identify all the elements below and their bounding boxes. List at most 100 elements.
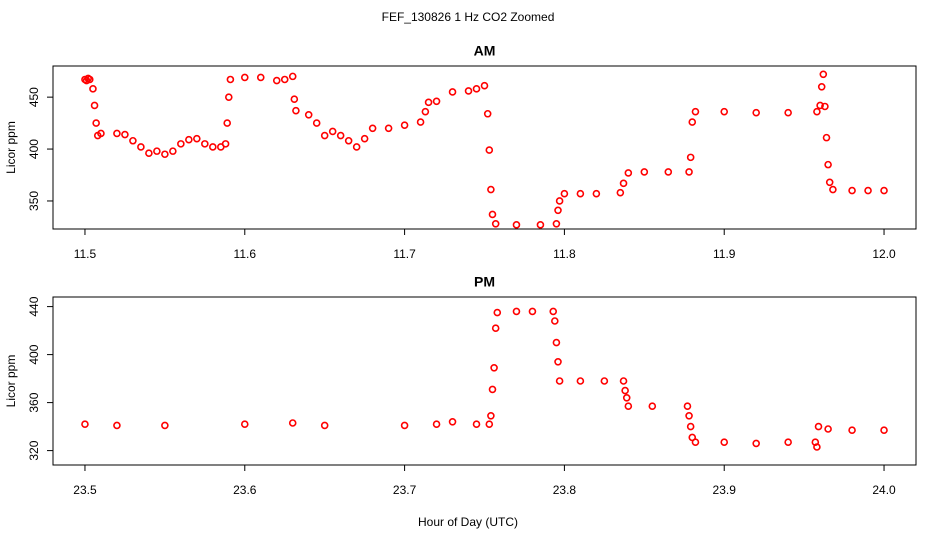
data-point xyxy=(223,119,231,127)
data-point xyxy=(880,186,888,195)
data-point xyxy=(576,189,585,198)
data-point xyxy=(555,197,564,205)
data-point xyxy=(648,402,657,411)
data-point xyxy=(817,82,826,91)
x-tick-label: 23.8 xyxy=(553,483,577,497)
data-point xyxy=(624,169,633,177)
data-point xyxy=(113,129,121,138)
y-tick-label: 400 xyxy=(27,139,41,159)
data-point xyxy=(90,101,99,110)
data-point xyxy=(209,143,217,151)
data-point xyxy=(221,140,230,148)
data-point xyxy=(360,134,369,143)
data-point xyxy=(784,108,792,117)
data-point xyxy=(85,75,94,84)
data-point xyxy=(576,377,585,385)
data-point xyxy=(472,85,481,93)
data-point xyxy=(193,134,201,143)
data-point xyxy=(483,109,492,118)
y-tick-label: 400 xyxy=(27,344,41,364)
data-point xyxy=(822,133,831,142)
data-point xyxy=(848,426,856,435)
data-point xyxy=(491,324,500,333)
data-point xyxy=(472,420,481,429)
data-point xyxy=(552,220,561,228)
y-axis-label: Licor ppm xyxy=(4,121,18,174)
data-point xyxy=(536,221,545,229)
x-tick-label: 23.9 xyxy=(713,483,737,497)
data-point xyxy=(512,221,521,229)
data-point xyxy=(621,386,629,395)
data-point xyxy=(493,308,502,317)
data-point xyxy=(384,124,393,133)
y-axis-label: Licor ppm xyxy=(4,355,18,408)
data-point xyxy=(691,107,700,116)
data-point xyxy=(432,420,441,429)
data-point xyxy=(344,136,353,145)
data-point xyxy=(848,186,856,195)
data-point xyxy=(829,185,837,194)
x-tick-label: 11.9 xyxy=(713,247,736,261)
plot-frame xyxy=(52,65,917,230)
y-tick-label: 320 xyxy=(27,440,41,460)
y-tick-label: 360 xyxy=(27,392,41,412)
data-point xyxy=(622,393,631,402)
data-point xyxy=(624,402,633,411)
data-point xyxy=(421,107,430,116)
data-point xyxy=(480,81,489,90)
data-point xyxy=(864,186,872,195)
data-point xyxy=(288,419,297,427)
data-point xyxy=(554,206,562,215)
y-tick-label: 350 xyxy=(27,191,41,211)
data-point xyxy=(177,140,185,148)
data-point xyxy=(784,438,792,447)
x-tick-label: 11.5 xyxy=(74,247,97,261)
data-point xyxy=(448,88,457,96)
data-point xyxy=(814,422,823,431)
data-point xyxy=(816,101,824,110)
data-point xyxy=(280,75,289,84)
figure-title: FEF_130826 1 Hz CO2 Zoomed xyxy=(382,10,555,24)
data-point xyxy=(512,307,521,316)
data-point xyxy=(352,143,361,151)
data-point xyxy=(185,135,193,144)
data-point xyxy=(400,421,409,430)
x-tick-label: 11.7 xyxy=(393,247,416,261)
data-point xyxy=(560,189,569,198)
data-point xyxy=(824,160,832,169)
data-point xyxy=(97,129,105,138)
data-point xyxy=(485,420,494,429)
data-point xyxy=(691,438,700,447)
y-tick-label: 450 xyxy=(27,87,41,107)
data-point xyxy=(320,131,329,140)
data-point xyxy=(685,168,693,176)
data-point xyxy=(400,121,409,129)
data-point xyxy=(129,136,137,145)
data-point xyxy=(640,168,649,176)
data-point xyxy=(552,338,561,347)
data-point xyxy=(555,377,564,385)
data-point xyxy=(240,420,249,429)
data-point xyxy=(292,106,300,115)
data-point xyxy=(304,110,313,119)
x-tick-label: 11.6 xyxy=(234,247,257,261)
data-point xyxy=(240,73,249,82)
data-point xyxy=(551,317,559,325)
data-point xyxy=(664,168,673,176)
data-point xyxy=(554,357,562,366)
x-tick-label: 23.7 xyxy=(393,483,417,497)
data-point xyxy=(368,124,377,133)
data-point xyxy=(616,188,625,197)
data-point xyxy=(683,402,692,411)
data-point xyxy=(491,220,500,228)
data-point xyxy=(288,72,297,81)
data-point xyxy=(600,377,609,385)
x-tick-label: 23.6 xyxy=(233,483,257,497)
data-point xyxy=(89,85,97,93)
data-point xyxy=(81,420,89,429)
data-point xyxy=(821,102,829,111)
data-point xyxy=(201,140,209,148)
data-point xyxy=(272,76,281,85)
data-point xyxy=(290,95,299,104)
